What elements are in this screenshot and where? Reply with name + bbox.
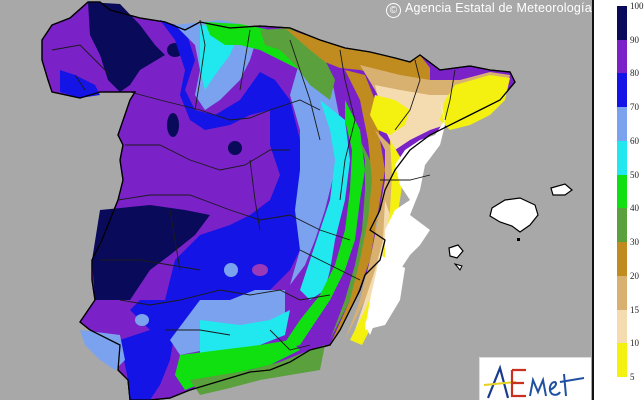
zone-10-yellow-east (350, 140, 405, 345)
zone-70-spot (224, 263, 238, 277)
zone-10-yellow-northeast (440, 75, 510, 130)
zone-80-galicia (60, 70, 100, 98)
legend-swatch (617, 6, 627, 41)
zone-70-spot (135, 314, 149, 326)
legend-swatch (617, 39, 627, 74)
legend-label: 60 (630, 135, 639, 146)
legend-swatch (617, 242, 627, 277)
legend-label: 5 (630, 372, 635, 382)
zone-5-white-valencia (365, 255, 405, 330)
ibiza (448, 244, 464, 259)
zone-100-spot (167, 113, 179, 137)
zone-10-yellow-center (370, 95, 410, 135)
zone-30-brown-north (285, 28, 430, 82)
legend-label: 50 (630, 169, 639, 180)
zone-60-east (300, 100, 350, 300)
agency-name: Agencia Estatal de Meteorología (405, 1, 592, 15)
legend-label: 40 (630, 203, 639, 214)
legend-label: 15 (630, 304, 639, 315)
legend-swatch (617, 107, 627, 142)
legend-label: 80 (630, 68, 639, 79)
legend-swatch (617, 343, 627, 378)
zone-80-blue (130, 20, 300, 345)
legend-swatch (617, 309, 627, 344)
legend-label: 30 (630, 237, 639, 248)
spain-map-graphic (41, 1, 573, 400)
cabrera (517, 238, 520, 241)
color-legend: 100 90 80 70 60 50 40 30 20 15 10 5 (594, 0, 644, 400)
mallorca (489, 197, 539, 233)
zone-100-sw (92, 205, 210, 300)
zone-100-spot (228, 141, 242, 155)
zone-60-south (200, 310, 290, 355)
peninsula-outline (41, 1, 516, 400)
zone-90-spot (252, 264, 268, 276)
province-borders (51, 19, 456, 351)
zone-100-nw (88, 2, 165, 92)
legend-swatch (617, 73, 627, 108)
credit-text: © Agencia Estatal de Meteorología (386, 1, 592, 18)
zone-70-southwest (80, 330, 125, 370)
aemet-logo-graphic (483, 364, 585, 399)
legend-swatch (617, 275, 627, 311)
legend-label: 70 (630, 102, 639, 113)
copyright-icon: © (386, 3, 401, 18)
zone-50-green-east (280, 100, 365, 350)
legend-label: 90 (630, 34, 639, 45)
zone-80-south (120, 330, 175, 400)
zone-30-brown-east (330, 70, 385, 345)
legend-swatch (617, 174, 627, 209)
legend-swatch (617, 140, 627, 176)
legend-label: 20 (630, 270, 639, 281)
menorca (550, 183, 573, 196)
legend-swatch (617, 208, 627, 243)
zone-70-south (170, 290, 285, 355)
zone-40-olive-north (260, 28, 335, 100)
legend-label: 10 (630, 338, 639, 349)
zone-40-olive-south (190, 345, 325, 395)
formentera (453, 263, 463, 271)
zone-50-green-north (205, 22, 310, 70)
legend-label: 100 (630, 1, 644, 11)
precipitation-map: © Agencia Estatal de Meteorología (0, 0, 594, 400)
aemet-logo (479, 357, 591, 400)
